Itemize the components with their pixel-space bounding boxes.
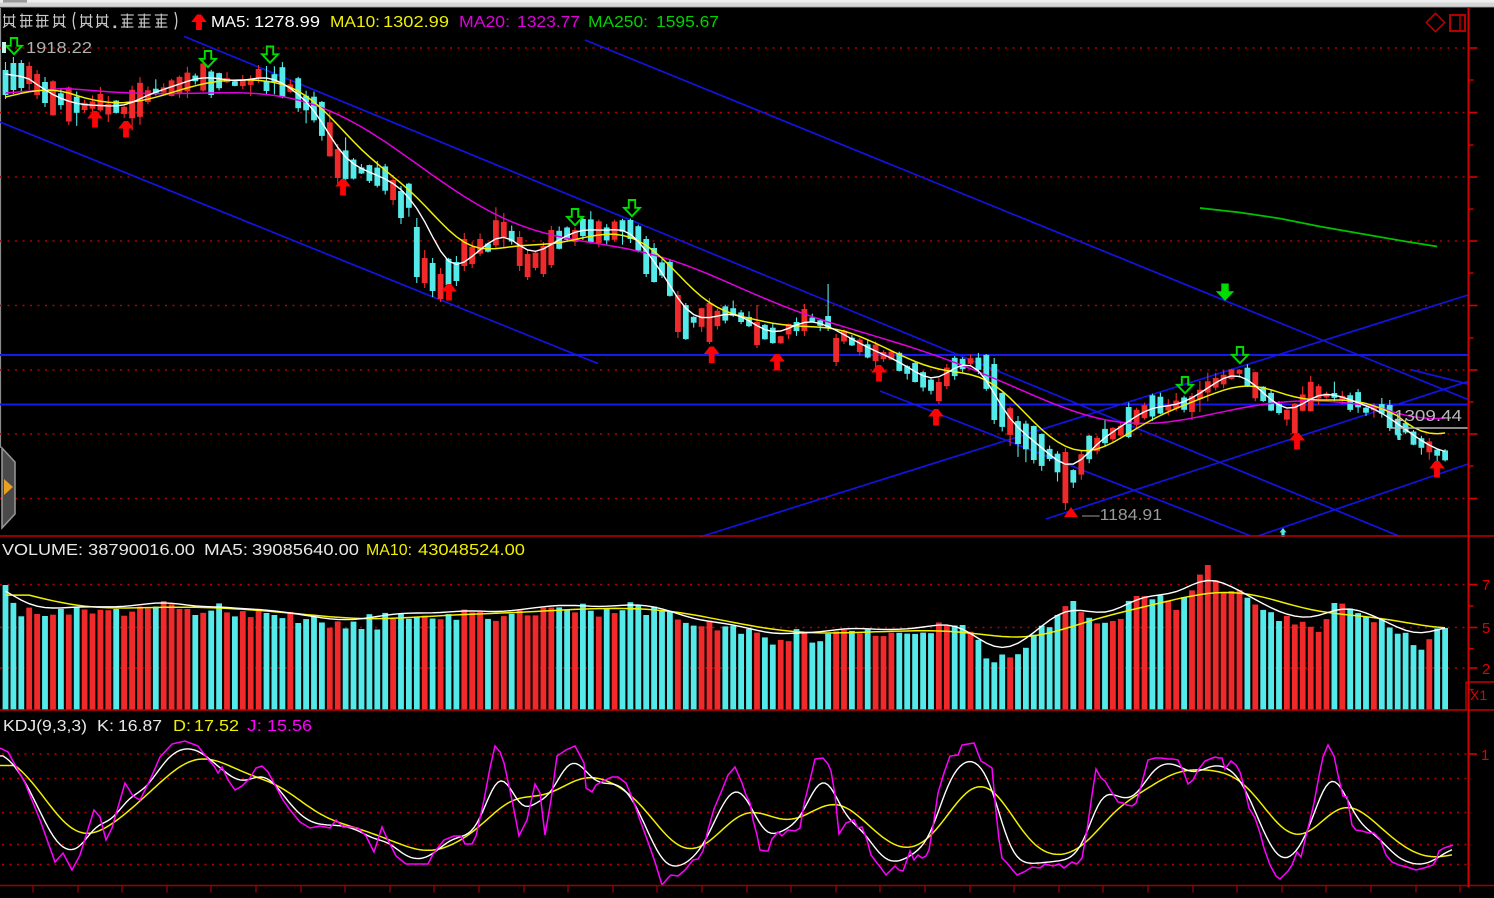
svg-text:MA5:: MA5: [211, 14, 250, 31]
svg-text:43048524.00: 43048524.00 [418, 542, 525, 559]
svg-text:1: 1 [1481, 747, 1489, 764]
svg-text:KDJ(9,3,3): KDJ(9,3,3) [3, 718, 87, 735]
svg-text:17.52: 17.52 [194, 718, 239, 735]
svg-text:MA10:: MA10: [330, 14, 380, 31]
svg-text:5: 5 [1482, 620, 1490, 637]
svg-text:X1: X1 [1470, 687, 1487, 703]
svg-text:D:: D: [173, 718, 191, 735]
svg-text:1918.22: 1918.22 [26, 40, 92, 57]
svg-text:MA10:: MA10: [366, 542, 412, 559]
svg-text:16.87: 16.87 [118, 718, 162, 735]
svg-text:2: 2 [1482, 661, 1490, 678]
svg-text:—1184.91: —1184.91 [1082, 507, 1162, 524]
svg-text:1278.99: 1278.99 [254, 14, 320, 31]
svg-text:MA5:: MA5: [204, 542, 248, 559]
svg-text:39085640.00: 39085640.00 [252, 542, 359, 559]
svg-text:J:: J: [247, 718, 262, 735]
svg-text:1323.77: 1323.77 [517, 14, 580, 31]
svg-text:1595.67: 1595.67 [656, 14, 719, 31]
svg-text:VOLUME:: VOLUME: [2, 542, 83, 559]
svg-text:38790016.00: 38790016.00 [88, 542, 195, 559]
svg-text:MA20:: MA20: [459, 14, 510, 31]
svg-text:K:: K: [97, 718, 114, 735]
svg-text:15.56: 15.56 [267, 718, 312, 735]
svg-text:1309.44: 1309.44 [1394, 408, 1462, 425]
svg-text:1302.99: 1302.99 [383, 14, 449, 31]
svg-text:MA250:: MA250: [588, 14, 648, 31]
svg-text:7: 7 [1482, 577, 1490, 594]
